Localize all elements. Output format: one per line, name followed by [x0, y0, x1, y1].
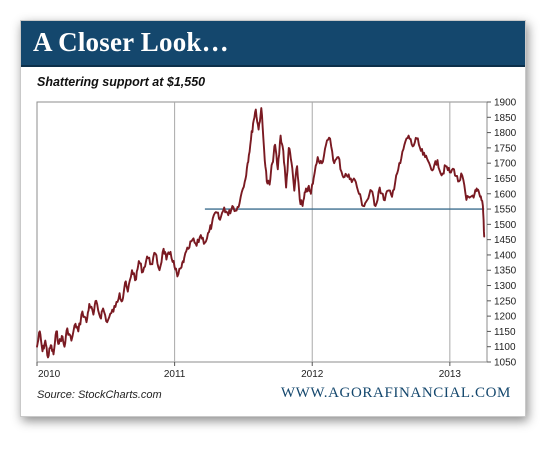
- y-tick-label: 1150: [494, 327, 516, 338]
- chart-title: Shattering support at $1,550: [37, 75, 206, 89]
- y-tick-label: 1050: [494, 358, 517, 369]
- y-tick-label: 1800: [494, 128, 517, 139]
- source-note: Source: StockCharts.com: [37, 389, 162, 401]
- price-series-line: [36, 107, 486, 359]
- y-tick-label: 1100: [494, 342, 516, 353]
- plot-frame: [36, 101, 488, 363]
- website-url: WWW.AGORAFINANCIAL.COM: [280, 385, 511, 401]
- x-tick-label: 2013: [439, 369, 462, 380]
- y-tick-label: 1700: [494, 159, 517, 170]
- chart-card: A Closer Look… Shattering support at $1,…: [20, 20, 526, 417]
- y-tick-label: 1600: [494, 189, 517, 200]
- y-tick-label: 1650: [494, 174, 517, 185]
- header-title: A Closer Look…: [33, 27, 229, 57]
- y-tick-label: 1400: [494, 250, 517, 261]
- line-chart: 2010 2011 2012 2013 1900 1850 1800 1750 1700 1650…: [36, 98, 517, 380]
- y-tick-label: 1500: [494, 220, 517, 231]
- y-tick-label: 1550: [494, 205, 517, 216]
- header-banner: A Closer Look…: [21, 21, 525, 67]
- y-tick-label: 1350: [494, 266, 517, 277]
- y-tick-label: 1300: [494, 281, 517, 292]
- x-tick-label: 2011: [164, 369, 186, 380]
- y-tick-label: 1200: [494, 312, 517, 323]
- y-tick-label: 1850: [494, 113, 517, 124]
- y-tick-label: 1250: [494, 296, 517, 307]
- y-tick-label: 1900: [494, 98, 517, 109]
- y-tick-label: 1750: [494, 143, 517, 154]
- x-tick-label: 2010: [38, 369, 61, 380]
- y-tick-label: 1450: [494, 235, 517, 246]
- x-tick-label: 2012: [301, 369, 324, 380]
